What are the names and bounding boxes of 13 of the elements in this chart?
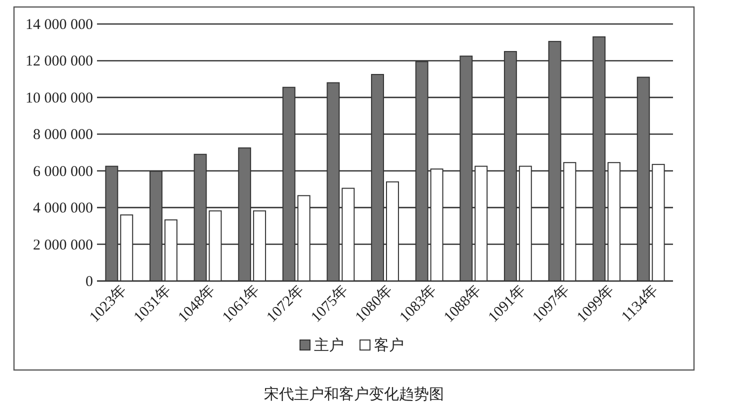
legend-label: 客户 [374,336,404,354]
legend-label: 主户 [314,336,344,354]
y-tick-label: 12 000 000 [26,54,93,70]
y-tick-label: 0 [86,274,93,290]
text: 宋代主户和客户变化趋势图 [264,385,444,403]
y-tick-label: 2 000 000 [33,237,93,254]
y-tick-label: 6 000 000 [33,164,93,180]
x-tick-label: 1091年 [484,282,529,326]
y-tick-label: 4 000 000 [33,200,93,217]
y-tick-label: 10 000 000 [26,90,93,106]
y-tick-label: 14 000 000 [26,17,93,33]
x-tick-label: 1031年 [130,282,174,326]
y-tick-label: 8 000 000 [33,127,93,144]
